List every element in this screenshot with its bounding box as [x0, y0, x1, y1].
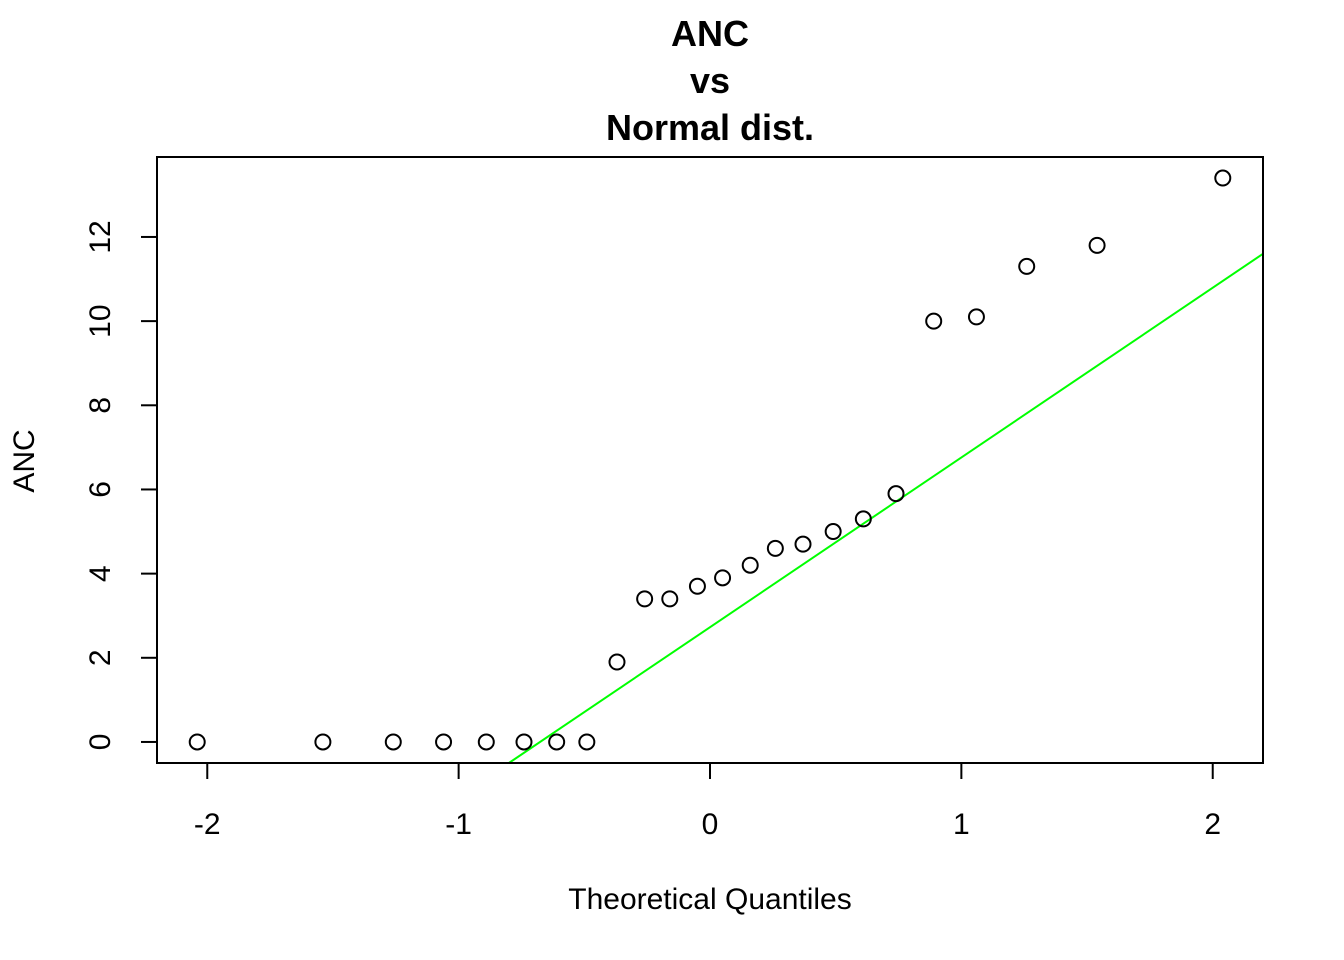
data-point: [578, 733, 596, 751]
data-point: [766, 539, 784, 557]
data-point: [967, 308, 985, 326]
data-point: [925, 312, 943, 330]
data-point: [887, 485, 905, 503]
x-tick-label: -2: [194, 808, 221, 841]
data-point: [714, 569, 732, 587]
reference-line: [508, 252, 1263, 763]
y-tick-label: 4: [84, 565, 117, 582]
data-point: [1214, 169, 1232, 187]
y-tick-label: 12: [84, 220, 117, 253]
chart-title-line-1: ANC: [671, 13, 749, 54]
data-point: [741, 556, 759, 574]
x-tick-label: 1: [953, 808, 970, 841]
data-point: [435, 733, 453, 751]
data-point: [794, 535, 812, 553]
chart-title-line-2: vs: [689, 60, 731, 101]
data-point: [1088, 236, 1106, 254]
data-point: [548, 733, 566, 751]
plot-frame: [156, 156, 1264, 764]
data-point: [854, 510, 872, 528]
data-point: [384, 733, 402, 751]
y-tick-label: 0: [84, 734, 117, 751]
data-point: [314, 733, 332, 751]
data-point: [608, 653, 626, 671]
y-tick-label: 2: [84, 649, 117, 666]
data-point: [661, 590, 679, 608]
y-tick-label: 10: [84, 304, 117, 337]
data-point: [688, 577, 706, 595]
x-tick-label: 0: [702, 808, 719, 841]
x-axis-label: Theoretical Quantiles: [568, 883, 852, 916]
data-point: [1018, 257, 1036, 275]
y-tick-label: 8: [84, 397, 117, 414]
x-tick-label: -1: [445, 808, 472, 841]
data-point: [477, 733, 495, 751]
chart-title-line-3: Normal dist.: [605, 107, 815, 148]
data-point: [515, 733, 533, 751]
x-tick-label: 2: [1204, 808, 1221, 841]
data-point: [636, 590, 654, 608]
data-point: [824, 523, 842, 541]
y-axis-label: ANC: [8, 429, 41, 493]
y-tick-label: 6: [84, 481, 117, 498]
data-point: [188, 733, 206, 751]
